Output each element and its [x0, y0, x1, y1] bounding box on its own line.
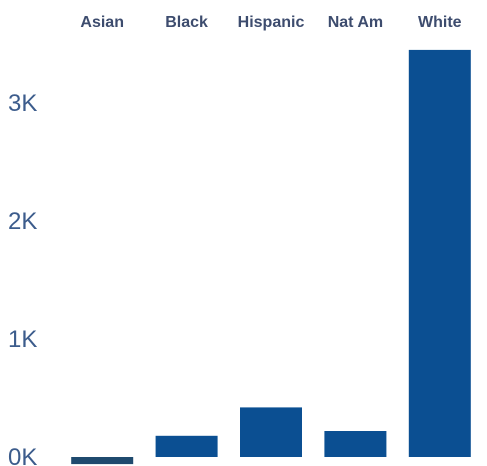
bar-nat-am	[324, 431, 387, 457]
y-tick-label-2k: 2K	[8, 208, 37, 235]
category-label-asian: Asian	[80, 14, 124, 31]
bar-asian	[71, 457, 134, 465]
y-tick-label-0k: 0K	[8, 444, 37, 466]
category-label-black: Black	[165, 14, 208, 31]
bars	[71, 49, 471, 465]
category-labels: Asian Black Hispanic Nat Am White	[80, 14, 461, 31]
category-label-white: White	[418, 14, 462, 31]
y-tick-label-1k: 1K	[8, 326, 37, 353]
bar-white	[408, 49, 471, 458]
y-axis-ticks: 0K 1K 2K 3K	[8, 90, 37, 466]
y-tick-label-3k: 3K	[8, 90, 37, 117]
bar-black	[155, 435, 218, 457]
category-label-nat-am: Nat Am	[328, 14, 383, 31]
bar-hispanic	[240, 407, 302, 457]
category-label-hispanic: Hispanic	[238, 14, 305, 31]
